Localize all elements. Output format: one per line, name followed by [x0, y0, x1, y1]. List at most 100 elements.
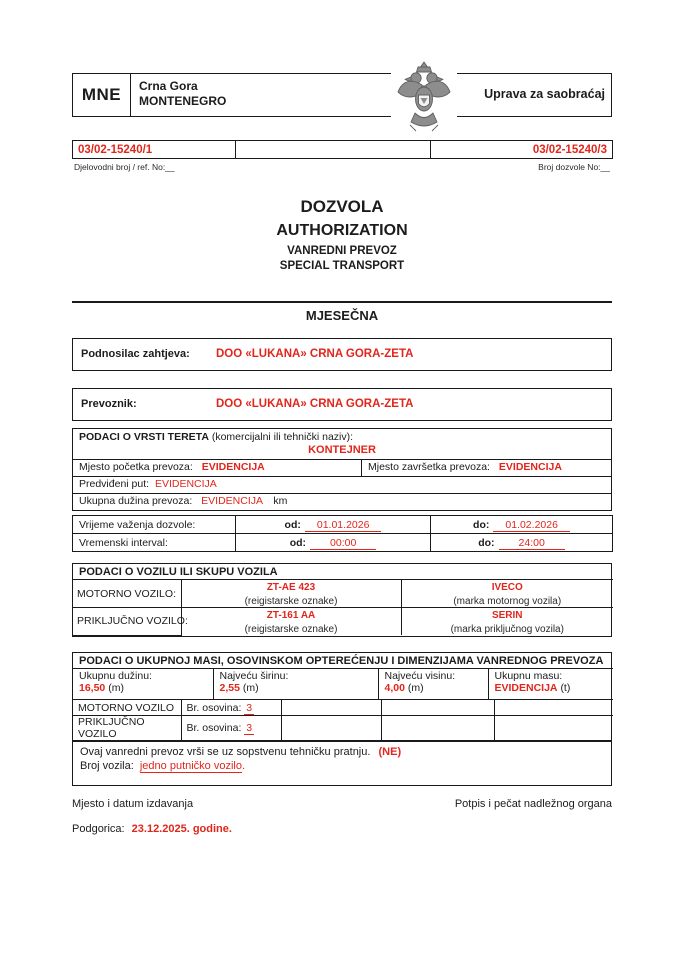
- total-length-cell: Ukupnu dužinu: 16,50 (m): [73, 668, 214, 699]
- cargo-route-value: EVIDENCIJA: [154, 478, 217, 490]
- vehicle-header: PODACI O VOZILU ILI SKUPU VOZILA: [79, 566, 278, 578]
- mass-dimensions-row: Ukupnu dužinu: 16,50 (m) Najveću širinu:…: [73, 668, 613, 699]
- interval-label: Vremenski interval:: [72, 533, 236, 552]
- valid-to-value: 01.02.2026: [493, 518, 570, 532]
- signature-stamp-label: Potpis i pečat nadležnog organa: [454, 798, 612, 810]
- trailer-axle-row: PRIKLJUČNO VOZILO Br. osovina: 3: [73, 715, 613, 740]
- cargo-end-cell: Mjesto završetka prevoza: EVIDENCIJA: [362, 460, 611, 476]
- axle-count-label: Br. osovina:: [186, 701, 242, 714]
- cargo-distance-row: Ukupna dužina prevoza: EVIDENCIJA km: [73, 493, 611, 510]
- ref-number-right: 03/02-15240/3: [430, 140, 613, 159]
- cargo-start-cell: Mjesto početka prevoza: EVIDENCIJA: [73, 460, 362, 476]
- issue-place-date-label: Mjesto i datum izdavanja: [72, 798, 194, 810]
- total-mass-label: Ukupnu masu:: [494, 670, 563, 682]
- vehicle-box: PODACI O VOZILU ILI SKUPU VOZILA MOTORNO…: [72, 563, 613, 637]
- do-label: do:: [478, 536, 495, 549]
- title-special-transport: SPECIAL TRANSPORT: [279, 260, 405, 272]
- country-name-en: MONTENEGRO: [139, 94, 227, 108]
- cargo-end-label: Mjesto završetka prevoza:: [368, 461, 490, 473]
- max-width-cell: Najveću širinu: 2,55 (m): [212, 668, 379, 699]
- escort-period: .: [241, 760, 246, 772]
- max-height-unit: (m): [407, 682, 424, 694]
- cargo-places-row: Mjesto početka prevoza: EVIDENCIJA Mjest…: [73, 459, 611, 476]
- trailer-axle-count: 3: [244, 722, 255, 735]
- ref-number-left: 03/02-15240/1: [72, 140, 236, 159]
- cargo-distance-label: Ukupna dužina prevoza:: [79, 495, 193, 507]
- axle-count-label: Br. osovina:: [186, 722, 242, 734]
- od-label: od:: [284, 518, 301, 531]
- trailer-plate-caption: (reigistarske oznake): [180, 623, 402, 635]
- applicant-value: DOO «LUKANA» CRNA GORA-ZETA: [216, 348, 414, 360]
- axle-table: MOTORNO VOZILO Br. osovina: 3 PRIKLJUČNO…: [73, 699, 613, 740]
- motor-axle-count-cell: Br. osovina: 3: [180, 699, 282, 716]
- country-name: Crna Gora MONTENEGRO: [139, 79, 226, 109]
- motor-vehicle-plate: ZT-AE 423: [180, 579, 402, 595]
- issue-place-date: Podgorica: 23.12.2025. godine.: [72, 823, 232, 835]
- trailer-vehicle-plate: ZT-161 AA: [180, 607, 402, 623]
- total-mass-cell: Ukupnu masu: EVIDENCIJA (t): [487, 668, 613, 699]
- mass-header: PODACI O UKUPNOJ MASI, OSOVINSKOM OPTERE…: [79, 655, 604, 667]
- issue-place: Podgorica:: [72, 823, 125, 835]
- cargo-distance-value: EVIDENCIJA: [201, 495, 263, 507]
- empty-cell: [493, 715, 613, 740]
- title-dozvola: DOZVOLA: [300, 197, 384, 216]
- max-height-value: 4,00: [384, 682, 405, 694]
- time-to-value: 24:00: [498, 536, 565, 550]
- motor-vehicle-row: MOTORNO VOZILO: ZT-AE 423 IVECO: [73, 579, 613, 608]
- cargo-end-value: EVIDENCIJA: [498, 461, 562, 473]
- max-width-value: 2,55: [219, 682, 240, 694]
- time-from-value: 00:00: [310, 536, 377, 550]
- total-mass-unit: (t): [560, 682, 571, 694]
- carrier-box: Prevoznik: DOO «LUKANA» CRNA GORA-ZETA: [72, 388, 612, 421]
- trailer-axle-label: PRIKLJUČNO VOZILO: [73, 715, 182, 740]
- country-code: MNE: [73, 74, 131, 116]
- empty-cell: [380, 715, 495, 740]
- applicant-label: Podnosilac zahtjeva:: [81, 348, 190, 360]
- carrier-label: Prevoznik:: [81, 398, 137, 410]
- cargo-header: PODACI O VRSTI TERETA (komercijalni ili …: [73, 429, 611, 444]
- cargo-start-label: Mjesto početka prevoza:: [79, 461, 193, 473]
- empty-cell: [280, 715, 382, 740]
- motor-axle-count: 3: [244, 701, 255, 715]
- cargo-header-bold: PODACI O VRSTI TERETA: [79, 431, 209, 443]
- title-authorization: AUTHORIZATION: [276, 222, 408, 239]
- od-label: od:: [289, 536, 307, 549]
- carrier-value: DOO «LUKANA» CRNA GORA-ZETA: [216, 398, 414, 410]
- header-box: MNE Crna Gora MONTENEGRO Uprava za saobr…: [72, 73, 612, 117]
- reference-number-row: 03/02-15240/1 03/02-15240/3: [72, 140, 613, 159]
- country-name-local: Crna Gora: [139, 79, 198, 93]
- title-vanredni-prevoz: VANREDNI PREVOZ: [287, 245, 397, 257]
- motor-vehicle-make: IVECO: [400, 579, 613, 595]
- permit-period: MJESEČNA: [305, 308, 379, 323]
- ref-caption-right: Broj dozvole No:__: [538, 162, 610, 172]
- escort-line1: Ovaj vanredni prevoz vrši se uz sopstven…: [80, 746, 604, 758]
- total-length-value: 16,50: [79, 682, 106, 694]
- cargo-start-value: EVIDENCIJA: [201, 461, 265, 473]
- trailer-axle-count-cell: Br. osovina: 3: [180, 715, 282, 740]
- valid-from-value: 01.01.2026: [304, 518, 382, 532]
- authority-name: Uprava za saobraćaj: [484, 87, 605, 101]
- total-length-label: Ukupnu dužinu:: [79, 670, 152, 682]
- escort-box: Ovaj vanredni prevoz vrši se uz sopstven…: [72, 741, 612, 786]
- cargo-distance-unit: km: [273, 495, 288, 507]
- trailer-vehicle-row: PRIKLJUČNO VOZILO: ZT-161 AA SERIN: [73, 607, 613, 636]
- motor-plate-caption: (reigistarske oznake): [180, 595, 402, 608]
- issue-date: 23.12.2025. godine.: [131, 823, 232, 835]
- empty-cell: [493, 699, 613, 716]
- total-mass-value: EVIDENCIJA: [494, 682, 558, 694]
- motor-axle-label: MOTORNO VOZILO: [73, 699, 182, 716]
- trailer-vehicle-label: PRIKLJUČNO VOZILO:: [73, 607, 188, 636]
- validity-row-dates: Vrijeme važenja dozvole: od: 01.01.2026 d…: [72, 515, 613, 534]
- validity-row-times: Vremenski interval: od: 00:00 do: 24:00: [72, 533, 613, 552]
- cargo-name: KONTEJNER: [308, 444, 376, 456]
- escort-vehicles-value: jedno putničko vozilo: [139, 760, 242, 773]
- empty-cell: [280, 699, 382, 716]
- empty-cell: [380, 699, 495, 716]
- trailer-vehicle-make: SERIN: [400, 607, 613, 623]
- applicant-box: Podnosilac zahtjeva: DOO «LUKANA» CRNA G…: [72, 338, 612, 371]
- cargo-box: PODACI O VRSTI TERETA (komercijalni ili …: [72, 428, 612, 511]
- escort-answer: (NE): [378, 746, 402, 758]
- montenegro-coat-of-arms-icon: [391, 59, 457, 137]
- motor-vehicle-label: MOTORNO VOZILO:: [73, 579, 182, 608]
